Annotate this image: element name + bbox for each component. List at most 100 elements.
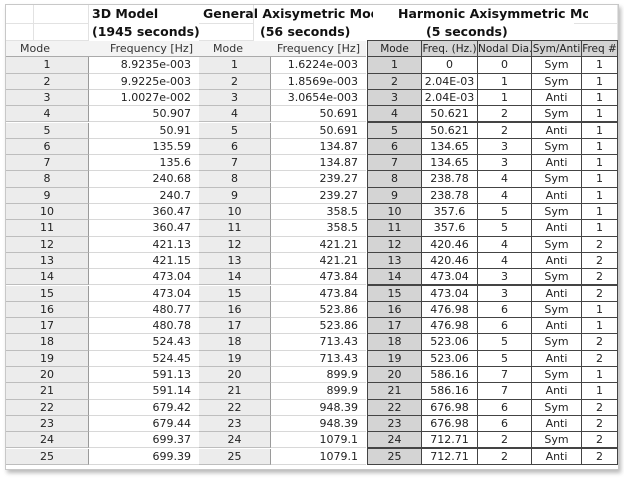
frequency-3d-cell: 679.44 [89, 415, 199, 433]
mode-general-cell: 9 [199, 187, 271, 204]
mode-harmonic-cell: 5 [367, 121, 422, 139]
column-header: Frequency [Hz] [89, 41, 199, 58]
sym-anti-cell: Sym [531, 235, 582, 253]
nodal-diameter-cell: 4 [477, 170, 532, 188]
frequency-general-cell: 358.5 [271, 220, 366, 237]
frequency-harmonic-cell: 523.06 [421, 333, 478, 351]
frequency-3d-cell: 679.42 [89, 399, 199, 416]
general-model-time: (56 seconds) [260, 24, 351, 39]
empty-cell [6, 24, 34, 41]
frequency-3d-cell: 699.39 [89, 448, 199, 465]
frequency-harmonic-cell: 134.65 [421, 137, 478, 156]
mode-3d-cell: 23 [6, 415, 89, 433]
freq-number-cell: 1 [581, 88, 618, 107]
mode-harmonic-cell: 7 [367, 154, 422, 172]
frequency-harmonic-cell: 420.46 [421, 235, 478, 253]
sym-anti-cell: Sym [531, 431, 582, 449]
mode-general-cell: 3 [199, 89, 271, 107]
mode-harmonic-cell: 4 [367, 105, 422, 123]
mode-3d-cell: 5 [6, 122, 89, 139]
frequency-general-cell: 523.86 [271, 318, 366, 335]
frequency-harmonic-cell: 2.04E-03 [421, 88, 478, 107]
frequency-3d-cell: 240.68 [89, 171, 199, 188]
freq-number-cell: 2 [581, 349, 618, 367]
mode-3d-cell: 12 [6, 236, 89, 253]
frequency-general-cell: 899.9 [271, 367, 366, 384]
mode-general-cell: 2 [199, 73, 271, 90]
mode-3d-cell: 3 [6, 89, 89, 107]
mode-general-cell: 8 [199, 171, 271, 188]
nodal-diameter-cell: 6 [477, 414, 532, 433]
empty-cell [199, 24, 254, 41]
mode-3d-cell: 8 [6, 171, 89, 188]
mode-3d-cell: 13 [6, 252, 89, 270]
mode-harmonic-cell: 1 [367, 56, 422, 74]
mode-harmonic-cell: 20 [367, 366, 422, 384]
mode-harmonic-cell: 21 [367, 382, 422, 400]
sym-anti-cell: Sym [531, 268, 582, 286]
mode-harmonic-cell: 23 [367, 414, 422, 433]
frequency-harmonic-cell: 357.6 [421, 219, 478, 237]
frequency-harmonic-cell: 473.04 [421, 268, 478, 286]
nodal-diameter-cell: 1 [477, 72, 532, 90]
frequency-harmonic-cell: 586.16 [421, 382, 478, 400]
frequency-general-cell: 134.87 [271, 155, 366, 172]
nodal-diameter-cell: 1 [477, 88, 532, 107]
sym-anti-cell: Anti [531, 414, 582, 433]
sym-anti-cell: Anti [531, 349, 582, 367]
frequency-3d-cell: 50.907 [89, 106, 199, 123]
frequency-3d-cell: 699.37 [89, 432, 199, 449]
mode-general-cell: 10 [199, 204, 271, 221]
frequency-harmonic-cell: 0 [421, 56, 478, 74]
mode-3d-cell: 19 [6, 350, 89, 367]
nodal-diameter-cell: 5 [477, 349, 532, 367]
mode-harmonic-cell: 3 [367, 88, 422, 107]
frequency-general-cell: 1.6224e-003 [271, 57, 366, 74]
mode-general-cell: 24 [199, 432, 271, 449]
frequency-3d-cell: 9.9225e-003 [89, 73, 199, 90]
mode-harmonic-cell: 15 [367, 284, 422, 302]
frequency-harmonic-cell: 50.621 [421, 121, 478, 139]
nodal-diameter-cell: 6 [477, 317, 532, 335]
mode-3d-cell: 17 [6, 318, 89, 335]
mode-harmonic-cell: 8 [367, 170, 422, 188]
freq-number-cell: 2 [581, 333, 618, 351]
mode-3d-cell: 11 [6, 220, 89, 237]
freq-number-cell: 1 [581, 121, 618, 139]
mode-3d-cell: 15 [6, 285, 89, 302]
freq-number-cell: 1 [581, 137, 618, 156]
nodal-diameter-cell: 3 [477, 154, 532, 172]
frequency-harmonic-cell: 676.98 [421, 398, 478, 416]
mode-general-cell: 13 [199, 252, 271, 270]
frequency-general-cell: 473.84 [271, 285, 366, 302]
frequency-3d-cell: 591.14 [89, 383, 199, 400]
column-header: Mode [367, 40, 422, 58]
mode-3d-cell: 21 [6, 383, 89, 400]
frequency-general-cell: 3.0654e-003 [271, 89, 366, 107]
frequency-harmonic-cell: 712.71 [421, 431, 478, 449]
freq-number-cell: 2 [581, 398, 618, 416]
mode-harmonic-cell: 10 [367, 203, 422, 221]
frequency-general-cell: 948.39 [271, 399, 366, 416]
freq-number-cell: 1 [581, 219, 618, 237]
empty-cell [574, 5, 618, 24]
nodal-diameter-cell: 6 [477, 300, 532, 319]
sym-anti-cell: Anti [531, 186, 582, 204]
empty-cell [574, 24, 618, 41]
frequency-general-cell: 421.21 [271, 236, 366, 253]
sym-anti-cell: Anti [531, 88, 582, 107]
sym-anti-cell: Sym [531, 56, 582, 74]
freq-number-cell: 1 [581, 300, 618, 319]
mode-general-cell: 14 [199, 269, 271, 286]
nodal-diameter-cell: 5 [477, 333, 532, 351]
frequency-harmonic-cell: 586.16 [421, 366, 478, 384]
nodal-diameter-cell: 6 [477, 398, 532, 416]
nodal-diameter-cell: 0 [477, 56, 532, 74]
frequency-3d-cell: 473.04 [89, 269, 199, 286]
frequency-3d-cell: 135.6 [89, 155, 199, 172]
empty-cell [6, 5, 34, 24]
harmonic-model-title: Harmonic Axisymmetric Model [398, 6, 588, 21]
sym-anti-cell: Sym [531, 203, 582, 221]
sym-anti-cell: Sym [531, 366, 582, 384]
mode-general-cell: 20 [199, 367, 271, 384]
